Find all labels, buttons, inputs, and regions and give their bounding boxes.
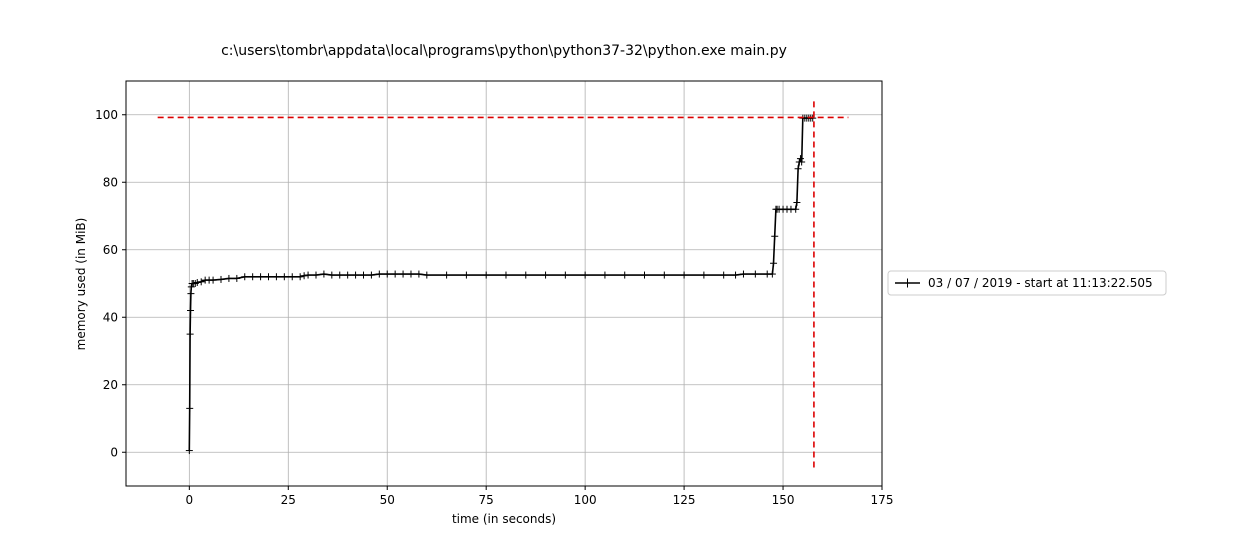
data-point — [601, 271, 609, 279]
data-point — [217, 275, 225, 283]
data-point — [383, 270, 391, 278]
y-tick-label: 100 — [95, 108, 118, 122]
data-point — [423, 271, 431, 279]
data-point — [186, 404, 194, 412]
data-point — [197, 278, 205, 286]
data-point — [249, 273, 257, 281]
data-point — [751, 270, 759, 278]
data-point — [264, 273, 272, 281]
data-point — [680, 271, 688, 279]
data-point — [768, 270, 776, 278]
data-point — [502, 271, 510, 279]
data-point — [770, 259, 778, 267]
x-tick-label: 25 — [281, 493, 296, 507]
data-point — [187, 307, 195, 314]
data-point — [185, 447, 193, 455]
data-point — [443, 271, 451, 279]
data-point — [792, 205, 800, 213]
data-point — [241, 273, 249, 281]
x-tick-label: 150 — [772, 493, 795, 507]
x-tick-label: 175 — [871, 493, 894, 507]
data-point — [660, 271, 668, 279]
y-tick-label: 80 — [103, 175, 118, 189]
data-point — [312, 271, 320, 279]
data-point — [798, 158, 806, 166]
y-tick-label: 40 — [103, 310, 118, 324]
x-tick-label: 100 — [574, 493, 597, 507]
data-point — [288, 273, 296, 281]
x-tick-label: 50 — [380, 493, 395, 507]
data-point — [542, 271, 550, 279]
x-tick-label: 75 — [479, 493, 494, 507]
data-point — [700, 271, 708, 279]
data-point — [193, 278, 201, 286]
data-point — [280, 273, 288, 281]
data-point — [581, 271, 589, 279]
data-point — [415, 270, 423, 278]
data-point — [209, 276, 217, 284]
x-tick-label: 125 — [673, 493, 696, 507]
axes-frame — [125, 80, 883, 487]
data-point — [336, 271, 344, 279]
data-point — [522, 271, 530, 279]
data-point — [391, 270, 399, 278]
y-tick-label: 0 — [110, 445, 118, 459]
data-point — [793, 199, 801, 206]
plot-area — [157, 101, 849, 468]
data-point — [407, 270, 415, 278]
data-point — [233, 274, 241, 282]
data-point — [482, 271, 490, 279]
data-point — [732, 271, 740, 279]
data-point — [399, 270, 407, 278]
data-point — [739, 270, 747, 278]
data-point — [328, 271, 336, 279]
data-point — [462, 271, 470, 279]
data-point — [186, 330, 194, 338]
data-point — [187, 290, 195, 298]
data-point — [359, 271, 367, 279]
y-axis-label: memory used (in MiB) — [74, 218, 88, 351]
x-tick-label: 0 — [186, 493, 194, 507]
data-point — [296, 273, 304, 281]
legend: 03 / 07 / 2019 - start at 11:13:22.505 — [887, 270, 1167, 296]
data-point — [272, 273, 280, 281]
x-ticks: 0 25 50 75 100 125 150 175 — [186, 486, 894, 507]
data-point — [796, 155, 804, 163]
x-axis-label: time (in seconds) — [452, 512, 556, 526]
data-point — [304, 271, 312, 279]
legend-entry-label: 03 / 07 / 2019 - start at 11:13:22.505 — [928, 276, 1153, 290]
data-point — [320, 270, 328, 278]
data-point — [794, 165, 802, 173]
y-tick-label: 60 — [103, 243, 118, 257]
legend-box — [887, 270, 1167, 296]
y-ticks: 0 20 40 60 80 100 — [95, 108, 126, 459]
data-point — [621, 271, 629, 279]
data-point — [367, 271, 375, 279]
chart-title: c:\users\tombr\appdata\local\programs\py… — [221, 43, 787, 59]
data-point — [375, 270, 383, 278]
data-point — [720, 271, 728, 279]
y-tick-label: 20 — [103, 378, 118, 392]
data-point — [352, 271, 360, 279]
data-point — [225, 274, 233, 282]
data-point — [300, 272, 308, 280]
data-point — [344, 271, 352, 279]
data-point — [641, 271, 649, 279]
data-point — [257, 273, 265, 281]
data-point — [771, 232, 779, 240]
data-point — [561, 271, 569, 279]
